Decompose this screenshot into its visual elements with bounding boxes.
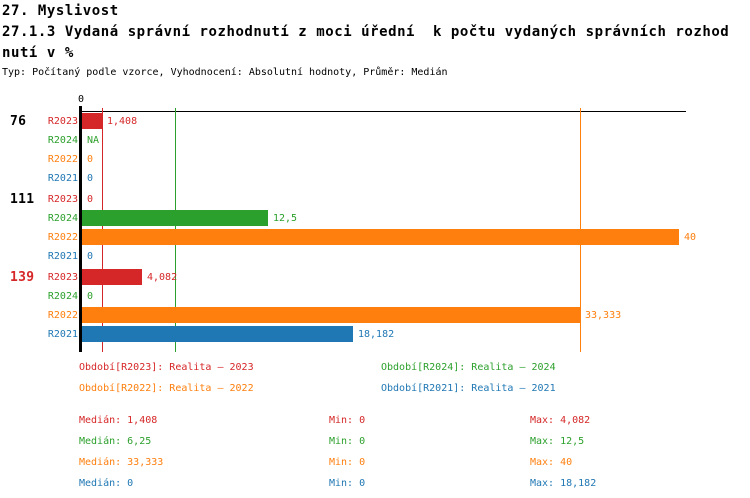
bar-r2022-group-139 bbox=[82, 307, 580, 323]
legend-item-r2023: Období[R2023]: Realita – 2023 bbox=[79, 362, 254, 373]
row-label-r2023: R2023 bbox=[47, 116, 78, 127]
bar-value-label: 0 bbox=[87, 291, 94, 302]
stat-median-r2021: Medián: 0 bbox=[79, 478, 134, 489]
bar-r2023-group-139 bbox=[82, 269, 142, 285]
row-label-r2024: R2024 bbox=[47, 291, 78, 302]
stat-max-r2021: Max: 18,182 bbox=[530, 478, 597, 489]
row-label-r2022: R2022 bbox=[47, 232, 78, 243]
bar-value-label: 40 bbox=[684, 232, 697, 243]
bar-value-label: 0 bbox=[87, 194, 94, 205]
row-label-r2021: R2021 bbox=[47, 251, 78, 262]
bar-value-label: 4,082 bbox=[147, 272, 178, 283]
report-title-indicator: 27.1.3 Vydaná správní rozhodnutí z moci … bbox=[2, 24, 730, 40]
row-label-r2024: R2024 bbox=[47, 213, 78, 224]
bar-r2024-group-111 bbox=[82, 210, 268, 226]
legend-item-r2024: Období[R2024]: Realita – 2024 bbox=[381, 362, 556, 373]
stat-median-r2022: Medián: 33,333 bbox=[79, 457, 164, 468]
row-label-r2023: R2023 bbox=[47, 272, 78, 283]
stat-max-r2023: Max: 4,082 bbox=[530, 415, 591, 426]
stat-min-r2024: Min: 0 bbox=[329, 436, 366, 447]
report-meta-line: Typ: Počítaný podle vzorce, Vyhodnocení:… bbox=[2, 67, 448, 78]
bar-chart: 0 R2023 76 1,408 R2024 NA R2022 0 R2021 0 R2023 111… bbox=[10, 94, 697, 352]
legend-item-r2021: Období[R2021]: Realita – 2021 bbox=[381, 383, 556, 394]
x-axis-zero-tick-label: 0 bbox=[77, 94, 85, 105]
stat-median-r2024: Medián: 6,25 bbox=[79, 436, 152, 447]
stat-min-r2023: Min: 0 bbox=[329, 415, 366, 426]
legend-item-r2022: Období[R2022]: Realita – 2022 bbox=[79, 383, 254, 394]
bar-value-label: 12,5 bbox=[273, 213, 298, 224]
row-label-r2021: R2021 bbox=[47, 173, 78, 184]
stat-min-r2021: Min: 0 bbox=[329, 478, 366, 489]
stat-max-r2022: Max: 40 bbox=[530, 457, 573, 468]
bar-value-label: 33,333 bbox=[585, 310, 622, 321]
row-label-r2022: R2022 bbox=[47, 310, 78, 321]
bar-value-label: 0 bbox=[87, 154, 94, 165]
row-label-r2022: R2022 bbox=[47, 154, 78, 165]
bar-value-label: 1,408 bbox=[107, 116, 138, 127]
bar-value-label: NA bbox=[87, 135, 100, 146]
bar-value-label: 0 bbox=[87, 251, 94, 262]
bar-value-label: 0 bbox=[87, 173, 94, 184]
stat-min-r2022: Min: 0 bbox=[329, 457, 366, 468]
report-title-chapter: 27. Myslivost bbox=[2, 3, 119, 19]
y-axis-line bbox=[79, 106, 82, 352]
group-label-76: 76 bbox=[10, 114, 27, 129]
row-label-r2021: R2021 bbox=[47, 329, 78, 340]
stat-max-r2024: Max: 12,5 bbox=[530, 436, 585, 447]
bar-value-label: 18,182 bbox=[358, 329, 395, 340]
group-label-111: 111 bbox=[10, 192, 35, 207]
row-label-r2023: R2023 bbox=[47, 194, 78, 205]
report-title-indicator-wrap: nutí v % bbox=[2, 45, 74, 61]
bar-r2023-group-76 bbox=[82, 113, 102, 129]
x-axis-line bbox=[79, 111, 686, 112]
bar-r2022-group-111 bbox=[82, 229, 679, 245]
row-label-r2024: R2024 bbox=[47, 135, 78, 146]
stat-median-r2023: Medián: 1,408 bbox=[79, 415, 158, 426]
group-label-139: 139 bbox=[10, 270, 35, 285]
bar-r2021-group-139 bbox=[82, 326, 353, 342]
